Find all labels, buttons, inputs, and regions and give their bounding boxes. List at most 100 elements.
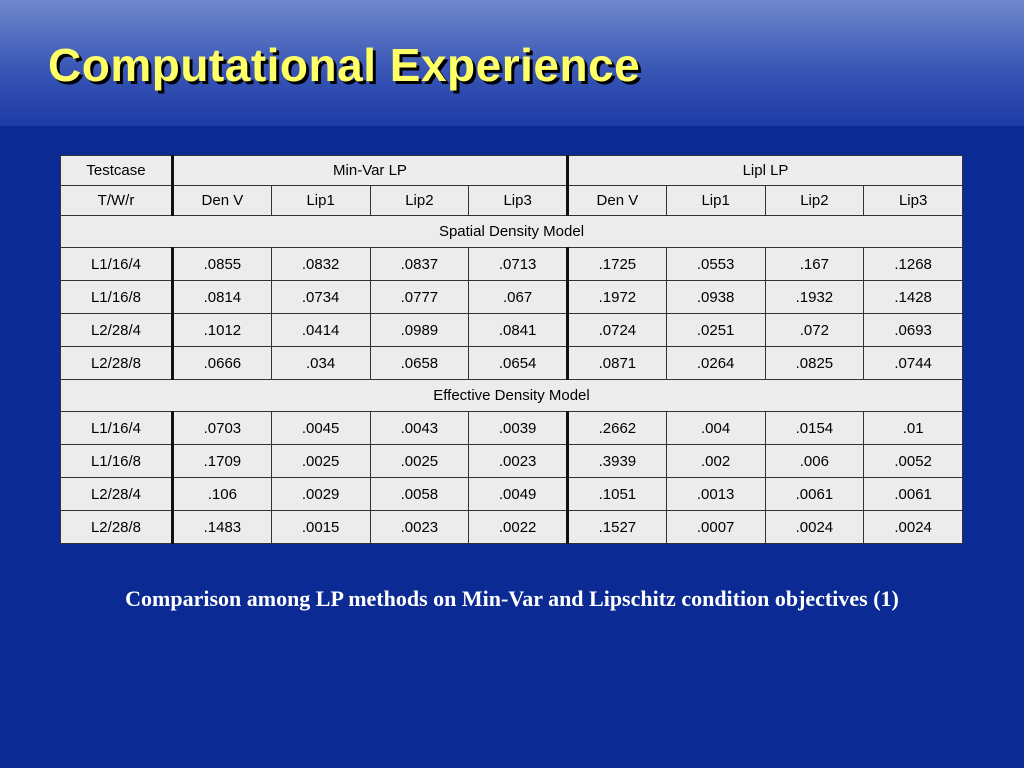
cell: .0871 (566, 346, 667, 380)
cell: .1428 (863, 280, 963, 314)
header-cell: Den V (171, 185, 272, 216)
cell: .0023 (468, 444, 568, 478)
header-cell: Lip1 (270, 185, 371, 216)
cell: .01 (863, 411, 963, 445)
data-row: L2/28/4.1012.0414.0989.0841.0724.0251.07… (60, 313, 963, 347)
data-row: L1/16/8.1709.0025.0025.0023.3939.002.006… (60, 444, 963, 478)
cell: .0724 (566, 313, 667, 347)
row-label: L1/16/4 (60, 247, 173, 281)
slide-title: Computational Experience (48, 39, 641, 91)
data-row: L2/28/4.106.0029.0058.0049.1051.0013.006… (60, 477, 963, 511)
cell: .0154 (764, 411, 865, 445)
cell: .004 (665, 411, 766, 445)
header-row: T/W/r Den V Lip1 Lip2 Lip3 Den V Lip1 Lip2 Lip3 (60, 185, 963, 216)
header-row: Testcase Min-Var LP Lipl LP (60, 155, 963, 186)
cell: .0703 (171, 411, 272, 445)
cell: .0989 (369, 313, 470, 347)
title-band (0, 0, 1024, 126)
cell: .0938 (665, 280, 766, 314)
cell: .0837 (369, 247, 470, 281)
data-row: L1/16/4.0855.0832.0837.0713.1725.0553.16… (60, 247, 963, 281)
header-cell: Lip2 (369, 185, 470, 216)
cell: .0007 (665, 510, 766, 544)
cell: .0058 (369, 477, 470, 511)
cell: .006 (764, 444, 865, 478)
cell: .034 (270, 346, 371, 380)
cell: .0264 (665, 346, 766, 380)
cell: .0693 (863, 313, 963, 347)
cell: .0061 (764, 477, 865, 511)
cell: .0825 (764, 346, 865, 380)
section-title: Spatial Density Model (60, 215, 963, 248)
cell: .1483 (171, 510, 272, 544)
cell: .0052 (863, 444, 963, 478)
cell: .0061 (863, 477, 963, 511)
cell: .0024 (863, 510, 963, 544)
caption: Comparison among LP methods on Min-Var a… (125, 586, 899, 611)
cell: .0832 (270, 247, 371, 281)
cell: .0855 (171, 247, 272, 281)
cell: .0734 (270, 280, 371, 314)
cell: .0022 (468, 510, 568, 544)
header-cell: Lip2 (764, 185, 865, 216)
cell: .3939 (566, 444, 667, 478)
cell: .0553 (665, 247, 766, 281)
header-cell: T/W/r (60, 185, 173, 216)
header-cell: Testcase (60, 155, 173, 186)
cell: .0414 (270, 313, 371, 347)
cell: .0024 (764, 510, 865, 544)
results-table: Testcase Min-Var LP Lipl LP T/W/r Den V Lip1 L… (60, 155, 963, 544)
cell: .1725 (566, 247, 667, 281)
cell: .0658 (369, 346, 470, 380)
row-label: L2/28/4 (60, 313, 173, 347)
header-cell: Lip3 (468, 185, 568, 216)
cell: .0013 (665, 477, 766, 511)
cell: .0744 (863, 346, 963, 380)
header-cell: Den V (566, 185, 667, 216)
data-row: L2/28/8.0666.034.0658.0654.0871.0264.082… (60, 346, 963, 380)
cell: .0025 (270, 444, 371, 478)
data-row: L1/16/8.0814.0734.0777.067.1972.0938.193… (60, 280, 963, 314)
cell: .167 (764, 247, 865, 281)
cell: .1012 (171, 313, 272, 347)
cell: .0049 (468, 477, 568, 511)
cell: .0023 (369, 510, 470, 544)
data-row: L1/16/4.0703.0045.0043.0039.2662.004.015… (60, 411, 963, 445)
row-label: L1/16/4 (60, 411, 173, 445)
table-body: Testcase Min-Var LP Lipl LP T/W/r Den V Lip1 L… (60, 155, 963, 544)
row-label: L1/16/8 (60, 444, 173, 478)
row-label: L2/28/4 (60, 477, 173, 511)
cell: .1527 (566, 510, 667, 544)
cell: .0777 (369, 280, 470, 314)
cell: .0029 (270, 477, 371, 511)
header-cell: Min-Var LP (171, 155, 568, 186)
row-label: L2/28/8 (60, 346, 173, 380)
cell: .1709 (171, 444, 272, 478)
cell: .2662 (566, 411, 667, 445)
header-cell: Lipl LP (566, 155, 963, 186)
cell: .067 (468, 280, 568, 314)
cell: .0713 (468, 247, 568, 281)
row-label: L2/28/8 (60, 510, 173, 544)
cell: .0045 (270, 411, 371, 445)
header-cell: Lip3 (863, 185, 963, 216)
cell: .002 (665, 444, 766, 478)
cell: .0841 (468, 313, 568, 347)
cell: .1932 (764, 280, 865, 314)
cell: .1268 (863, 247, 963, 281)
cell: .0251 (665, 313, 766, 347)
cell: .1051 (566, 477, 667, 511)
data-row: L2/28/8.1483.0015.0023.0022.1527.0007.00… (60, 510, 963, 544)
cell: .0039 (468, 411, 568, 445)
cell: .0654 (468, 346, 568, 380)
cell: .0814 (171, 280, 272, 314)
cell: .0025 (369, 444, 470, 478)
cell: .106 (171, 477, 272, 511)
section-row: Effective Density Model (60, 379, 963, 412)
cell: .0015 (270, 510, 371, 544)
section-row: Spatial Density Model (60, 215, 963, 248)
cell: .072 (764, 313, 865, 347)
cell: .0043 (369, 411, 470, 445)
section-title: Effective Density Model (60, 379, 963, 412)
